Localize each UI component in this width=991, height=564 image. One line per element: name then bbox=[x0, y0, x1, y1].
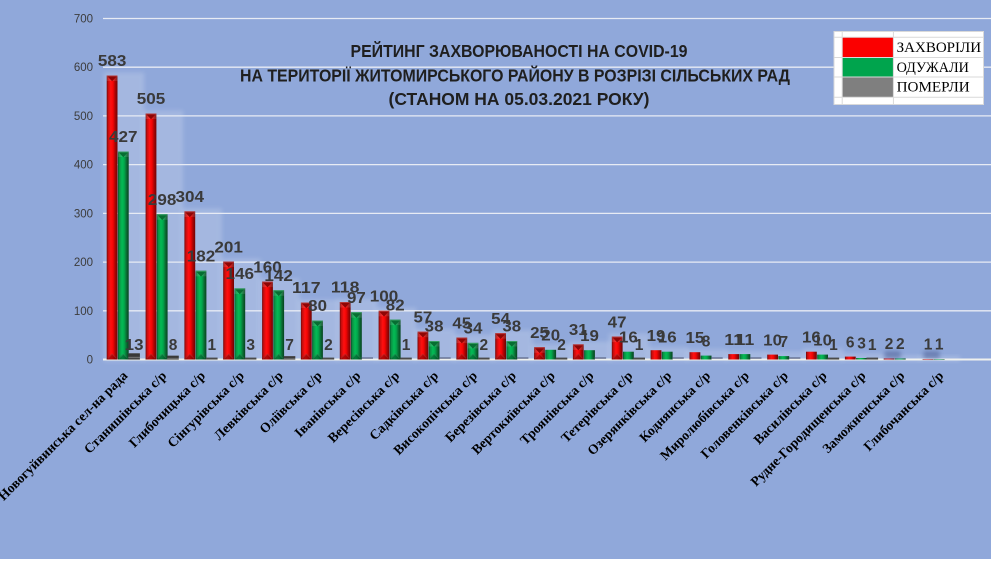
svg-text:2: 2 bbox=[885, 336, 894, 353]
svg-text:6: 6 bbox=[846, 334, 855, 351]
svg-text:54: 54 bbox=[491, 311, 510, 328]
svg-text:45: 45 bbox=[452, 315, 471, 332]
svg-text:10: 10 bbox=[813, 332, 832, 349]
svg-text:1: 1 bbox=[924, 337, 933, 354]
svg-text:7: 7 bbox=[285, 337, 294, 354]
svg-text:142: 142 bbox=[264, 268, 293, 285]
svg-text:600: 600 bbox=[74, 62, 93, 74]
svg-text:7: 7 bbox=[779, 334, 788, 351]
svg-text:2: 2 bbox=[896, 336, 905, 353]
svg-text:11: 11 bbox=[736, 332, 755, 349]
svg-text:19: 19 bbox=[580, 328, 599, 345]
svg-text:583: 583 bbox=[98, 53, 127, 70]
svg-text:16: 16 bbox=[658, 329, 677, 346]
svg-text:3: 3 bbox=[246, 337, 255, 354]
svg-text:РЕЙТИНГ ЗАХВОРЮВАНОСТІ НА COVI: РЕЙТИНГ ЗАХВОРЮВАНОСТІ НА COVID-19 bbox=[351, 40, 688, 61]
svg-text:НА ТЕРИТОРІЇ ЖИТОМИРСЬКОГО РАЙ: НА ТЕРИТОРІЇ ЖИТОМИРСЬКОГО РАЙОНУ В РОЗР… bbox=[240, 65, 790, 86]
svg-text:427: 427 bbox=[109, 129, 138, 146]
svg-text:298: 298 bbox=[148, 192, 177, 209]
svg-text:1: 1 bbox=[829, 337, 838, 354]
svg-text:10: 10 bbox=[763, 332, 782, 349]
svg-text:2: 2 bbox=[324, 337, 333, 354]
svg-text:300: 300 bbox=[74, 208, 93, 220]
svg-text:201: 201 bbox=[214, 239, 243, 256]
svg-text:80: 80 bbox=[308, 298, 327, 315]
svg-text:1: 1 bbox=[635, 337, 644, 354]
svg-text:200: 200 bbox=[74, 257, 93, 269]
svg-text:3: 3 bbox=[857, 336, 866, 353]
svg-text:16: 16 bbox=[619, 329, 638, 346]
svg-text:1: 1 bbox=[207, 337, 216, 354]
svg-text:505: 505 bbox=[137, 91, 166, 108]
svg-text:(СТАНОМ НА 05.03.2021 РОКУ): (СТАНОМ НА 05.03.2021 РОКУ) bbox=[389, 89, 650, 109]
svg-text:1: 1 bbox=[868, 337, 877, 354]
svg-text:20: 20 bbox=[541, 328, 560, 345]
svg-text:34: 34 bbox=[464, 321, 483, 338]
svg-text:13: 13 bbox=[125, 337, 144, 354]
svg-text:8: 8 bbox=[702, 333, 711, 350]
svg-text:100: 100 bbox=[74, 306, 93, 318]
svg-text:25: 25 bbox=[530, 325, 549, 342]
svg-text:16: 16 bbox=[802, 329, 821, 346]
svg-text:97: 97 bbox=[347, 290, 366, 307]
svg-text:15: 15 bbox=[686, 330, 705, 347]
svg-text:38: 38 bbox=[502, 319, 521, 336]
svg-text:146: 146 bbox=[226, 266, 255, 283]
svg-text:11: 11 bbox=[724, 332, 743, 349]
svg-text:100: 100 bbox=[370, 289, 399, 306]
svg-text:1: 1 bbox=[935, 337, 944, 354]
svg-text:8: 8 bbox=[169, 337, 178, 354]
svg-text:0: 0 bbox=[87, 355, 93, 367]
svg-text:2: 2 bbox=[557, 337, 566, 354]
svg-text:38: 38 bbox=[425, 319, 444, 336]
svg-text:31: 31 bbox=[569, 322, 588, 339]
svg-text:304: 304 bbox=[176, 189, 205, 206]
svg-text:400: 400 bbox=[74, 160, 93, 172]
svg-text:500: 500 bbox=[74, 111, 93, 123]
svg-text:47: 47 bbox=[608, 314, 627, 331]
svg-text:117: 117 bbox=[292, 280, 321, 297]
svg-text:19: 19 bbox=[647, 328, 666, 345]
svg-text:182: 182 bbox=[187, 249, 216, 266]
svg-text:160: 160 bbox=[253, 259, 282, 276]
svg-text:1: 1 bbox=[402, 337, 411, 354]
svg-text:ПОМЕРЛИ: ПОМЕРЛИ bbox=[897, 80, 971, 96]
svg-text:700: 700 bbox=[74, 14, 93, 26]
svg-text:118: 118 bbox=[331, 280, 360, 297]
svg-text:57: 57 bbox=[414, 309, 433, 326]
svg-text:82: 82 bbox=[386, 297, 405, 314]
svg-text:ЗАХВОРІЛИ: ЗАХВОРІЛИ bbox=[897, 40, 982, 56]
svg-text:2: 2 bbox=[479, 337, 488, 354]
svg-text:ОДУЖАЛИ: ОДУЖАЛИ bbox=[897, 60, 970, 76]
